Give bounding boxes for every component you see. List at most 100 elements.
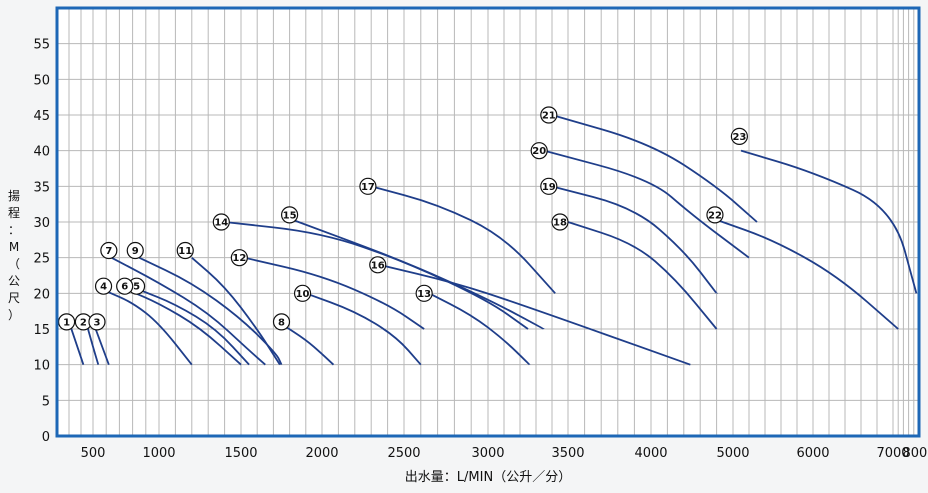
- curve-marker-circle: [706, 206, 724, 224]
- curve-marker-label: 16: [371, 260, 385, 271]
- curve-marker-circle: [540, 106, 558, 124]
- curve-marker-label: 21: [542, 111, 556, 122]
- curve-marker-label: 10: [296, 289, 310, 300]
- x-tick-label: 2000: [305, 446, 338, 461]
- curve-marker-circle: [415, 284, 433, 302]
- y-tick-label: 40: [33, 145, 50, 160]
- curve-marker-circle: [212, 213, 230, 231]
- x-tick-label: 4000: [634, 446, 667, 461]
- curve-marker-circle: [230, 249, 248, 267]
- x-tick-label: 3500: [551, 446, 584, 461]
- curve-22: [716, 219, 899, 330]
- curve-marker-17: 17: [359, 177, 377, 195]
- curve-17: [370, 185, 556, 294]
- curve-3: [94, 328, 110, 365]
- curve-marker-23: 23: [730, 127, 749, 145]
- curve-marker-4: 4: [94, 277, 113, 295]
- curve-15: [292, 219, 545, 330]
- x-tick-label: 6000: [796, 446, 829, 461]
- curve-marker-circle: [730, 127, 749, 145]
- x-tick-label: 500: [81, 446, 106, 461]
- y-tick-label: 35: [33, 180, 50, 195]
- curve-marker-1: 1: [57, 313, 76, 331]
- y-axis-label-char: 尺: [8, 291, 20, 305]
- curve-marker-8: 8: [272, 313, 291, 331]
- curve-marker-label: 17: [361, 182, 375, 193]
- curve-marker-label: 14: [214, 218, 228, 229]
- curve-marker-7: 7: [100, 241, 118, 260]
- curve-marker-12: 12: [230, 249, 248, 267]
- curve-marker-circle: [281, 206, 299, 224]
- curve-marker-18: 18: [551, 213, 569, 231]
- curve-marker-circle: [94, 277, 113, 295]
- x-tick-label: 3000: [471, 446, 504, 461]
- x-tick-label: 1000: [142, 446, 175, 461]
- x-tick-label: 2500: [387, 446, 420, 461]
- curve-marker-label: 20: [532, 146, 546, 157]
- curve-marker-label: 19: [542, 182, 556, 193]
- curve-12: [244, 256, 425, 330]
- x-tick-label: 1500: [224, 446, 257, 461]
- curve-20: [543, 149, 750, 259]
- x-axis-label: 出水量：L/MIN（公升／分）: [405, 470, 571, 485]
- curve-marker-circle: [551, 213, 569, 231]
- curve-5: [138, 288, 250, 366]
- curve-23: [740, 149, 918, 294]
- curve-marker-label: 9: [132, 246, 139, 257]
- y-tick-label: 55: [33, 38, 50, 53]
- curve-marker-circle: [369, 256, 387, 274]
- y-axis-label-char: （: [8, 257, 20, 271]
- curve-marker-14: 14: [212, 213, 230, 231]
- curve-18: [567, 221, 718, 330]
- y-axis-label-char: 公: [8, 274, 20, 288]
- curve-marker-label: 4: [100, 282, 107, 293]
- curve-marker-11: 11: [176, 241, 194, 260]
- y-axis-label-char: ：: [8, 223, 20, 237]
- x-tick-label: 5000: [716, 446, 749, 461]
- curve-marker-circle: [100, 241, 118, 260]
- curve-marker-label: 2: [80, 317, 87, 328]
- curve-marker-label: 8: [278, 317, 285, 328]
- curve-marker-circle: [88, 313, 106, 331]
- curve-4: [105, 290, 193, 366]
- curve-marker-circle: [57, 313, 76, 331]
- curve-marker-label: 6: [121, 282, 128, 293]
- curve-marker-22: 22: [706, 206, 724, 224]
- curve-marker-6: 6: [116, 277, 134, 295]
- curve-11: [191, 256, 281, 366]
- curve-marker-circle: [272, 313, 291, 331]
- y-tick-label: 50: [33, 73, 50, 88]
- curve-marker-16: 16: [369, 256, 387, 274]
- curve-marker-10: 10: [293, 284, 312, 302]
- y-tick-label: 30: [33, 216, 50, 231]
- tick-labels: 500 1000 1500 2000 2500 3000 3500 4000 5000 6000 7…: [33, 38, 928, 461]
- curve-7: [111, 256, 266, 366]
- curve-marker-circle: [126, 241, 144, 260]
- curve-marker-circle: [293, 284, 312, 302]
- y-tick-label: 10: [33, 359, 50, 374]
- curve-marker-circle: [359, 177, 377, 195]
- curve-marker-label: 11: [178, 246, 192, 257]
- curve-marker-20: 20: [530, 142, 548, 160]
- y-tick-label: 45: [33, 109, 50, 124]
- curve-marker-label: 7: [105, 246, 112, 257]
- curve-marker-label: 23: [732, 132, 746, 143]
- y-axis-label-char: M: [9, 240, 19, 254]
- y-tick-label: 5: [42, 394, 50, 409]
- y-axis-label-char: 揚: [8, 189, 20, 203]
- y-axis-label-char: 程: [8, 205, 20, 220]
- curve-marker-3: 3: [88, 313, 106, 331]
- curve-marker-circle: [530, 142, 548, 160]
- curve-marker-9: 9: [126, 241, 144, 260]
- curve-marker-circle: [540, 177, 558, 195]
- curve-marker-label: 18: [553, 218, 567, 229]
- curve-21: [551, 114, 758, 223]
- y-tick-label: 25: [33, 252, 50, 267]
- curve-19: [551, 185, 718, 294]
- curve-marker-circle: [116, 277, 134, 295]
- curve-marker-label: 3: [93, 317, 100, 328]
- curve-marker-13: 13: [415, 284, 433, 302]
